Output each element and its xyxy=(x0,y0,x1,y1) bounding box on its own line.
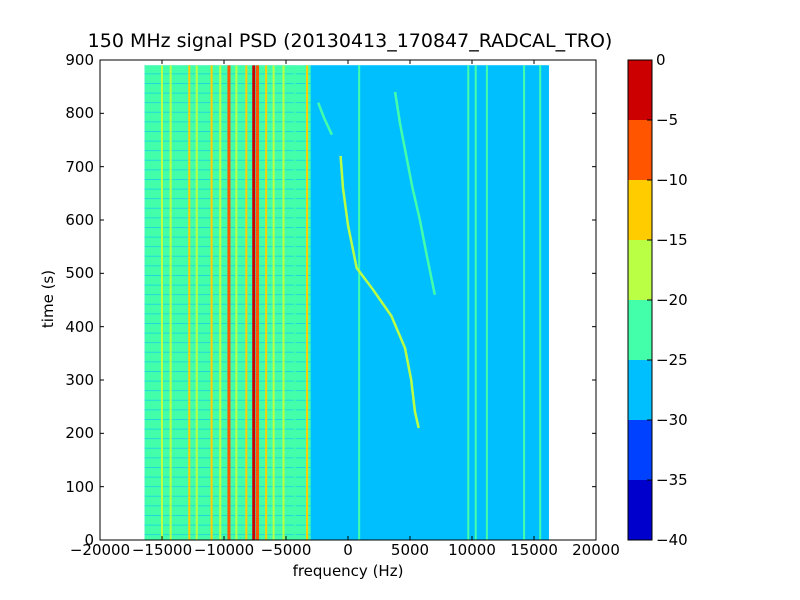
x-tick-label: −5000 xyxy=(260,541,312,559)
colorbar-tick-label: −35 xyxy=(656,471,688,489)
colorbar-segment xyxy=(628,300,652,360)
colorbar-tick-label: −40 xyxy=(656,531,688,549)
spectrogram-layer xyxy=(144,65,549,540)
colorbar-segment xyxy=(628,360,652,420)
colorbar-segment xyxy=(628,420,652,480)
x-tick-label: −10000 xyxy=(193,541,255,559)
y-tick-label: 200 xyxy=(65,424,94,443)
colorbar-tick-label: −15 xyxy=(656,231,688,249)
y-tick-label: 800 xyxy=(65,104,94,123)
colorbar-segment xyxy=(628,60,652,120)
colorbar-tick-label: −25 xyxy=(656,351,688,369)
colorbar-tick-label: −20 xyxy=(656,291,688,309)
y-tick-label: 700 xyxy=(65,157,94,176)
colorbar-tick-label: −10 xyxy=(656,171,688,189)
x-tick-label: 0 xyxy=(343,541,353,559)
x-axis-label: frequency (Hz) xyxy=(292,562,404,580)
spectrogram-band xyxy=(310,65,549,540)
x-tick-label: −15000 xyxy=(131,541,193,559)
colorbar xyxy=(627,59,653,541)
x-tick-label: 15000 xyxy=(510,541,558,559)
axis-ticks xyxy=(99,59,597,541)
colorbar-segment xyxy=(628,180,652,240)
colorbar-tick-label: −5 xyxy=(656,111,679,129)
y-tick-label: 500 xyxy=(65,264,94,283)
drift-sweep xyxy=(317,102,334,136)
colorbar-segment xyxy=(628,480,652,540)
x-tick-label: 20000 xyxy=(572,541,620,559)
x-tick-label: 10000 xyxy=(448,541,496,559)
drift-sweep xyxy=(393,91,437,295)
colorbar-segment xyxy=(628,120,652,180)
colorbar-segment xyxy=(628,240,652,300)
x-tick-label: 5000 xyxy=(390,541,430,559)
y-tick-label: 600 xyxy=(65,211,94,229)
y-axis-label: time (s) xyxy=(39,269,57,329)
drift-sweep xyxy=(339,155,420,429)
chart-title: 150 MHz signal PSD (20130413_170847_RADC… xyxy=(87,30,613,52)
y-tick-label: 100 xyxy=(65,477,94,496)
y-tick-label: 400 xyxy=(65,317,94,336)
colorbar-tick-label: 0 xyxy=(656,51,666,69)
colorbar-tick-label: −30 xyxy=(656,411,688,429)
y-tick-label: 300 xyxy=(65,371,94,389)
y-tick-label: 900 xyxy=(65,51,94,69)
x-tick-label: −20000 xyxy=(69,541,131,559)
y-tick-label: 0 xyxy=(84,531,94,549)
